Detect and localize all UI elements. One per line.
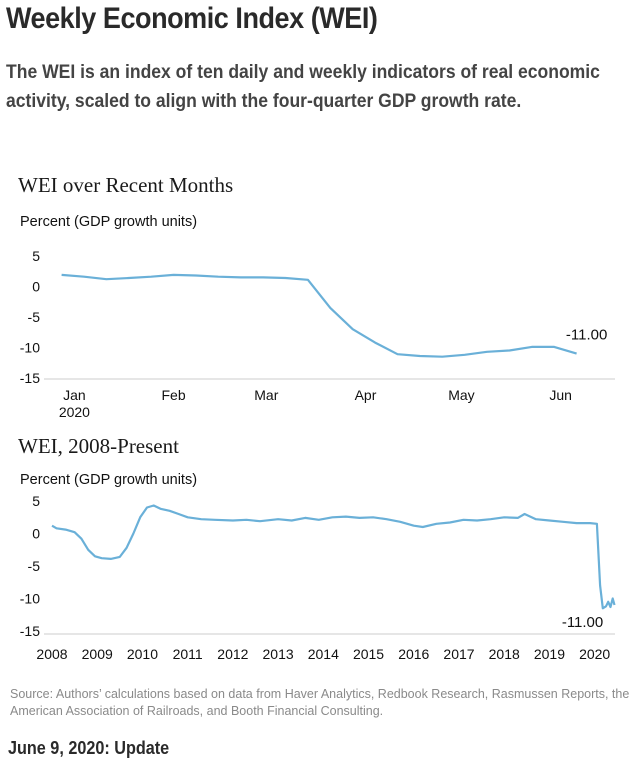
source-note: Source: Authors’ calculations based on d… — [10, 687, 630, 718]
x-tick-label: Jan — [63, 387, 86, 403]
x-tick-label: 2016 — [398, 646, 429, 662]
chart2-title: WEI, 2008-Present — [18, 434, 179, 458]
x-tick-label: 2011 — [173, 646, 203, 662]
y-tick-label: -15 — [20, 623, 40, 639]
page-title: Weekly Economic Index (WEI) — [6, 2, 378, 35]
x-tick-label: Mar — [254, 387, 278, 403]
y-tick-label: 0 — [32, 279, 40, 295]
chart1-ylabel: Percent (GDP growth units) — [20, 214, 198, 230]
series-line — [51, 504, 616, 610]
x-tick-label: Feb — [161, 387, 185, 403]
update-date: June 9, 2020: Update — [8, 738, 170, 758]
x-tick-label: Jun — [549, 387, 572, 403]
end-value-label: -11.00 — [562, 614, 603, 631]
chart2-ylabel: Percent (GDP growth units) — [20, 472, 198, 488]
x-tick-label: 2017 — [443, 646, 474, 662]
x-tick-label: 2009 — [82, 646, 113, 662]
x-tick-label: 2014 — [308, 646, 339, 662]
x-tick-label: May — [448, 387, 474, 403]
x-tick-label: 2012 — [217, 646, 248, 662]
x-tick-label: 2008 — [36, 646, 67, 662]
end-value-label: -11.00 — [566, 327, 607, 344]
x-tick-label: 2020 — [579, 646, 610, 662]
y-tick-label: -5 — [28, 558, 41, 574]
y-tick-label: 0 — [32, 526, 40, 542]
x-tick-label: Apr — [355, 387, 377, 403]
y-tick-label: -15 — [20, 370, 40, 386]
y-tick-label: 5 — [32, 248, 40, 264]
y-tick-label: -5 — [28, 309, 41, 325]
series-line — [61, 273, 577, 358]
chart2-2008-present: 5 0 -5 -10 -15 2008 2009 2010 2011 2012 2013 2014 20… — [20, 493, 616, 662]
x-tick-label: 2015 — [353, 646, 384, 662]
chart1-title: WEI over Recent Months — [18, 173, 234, 197]
x-tick-label: 2018 — [489, 646, 520, 662]
page-subtitle: The WEI is an index of ten daily and wee… — [6, 61, 600, 112]
y-tick-label: 5 — [32, 493, 40, 509]
x-tick-sublabel: 2020 — [59, 404, 90, 420]
y-tick-label: -10 — [20, 591, 40, 607]
x-tick-label: 2019 — [534, 646, 565, 662]
x-tick-label: 2013 — [263, 646, 294, 662]
x-tick-label: 2010 — [127, 646, 158, 662]
y-tick-label: -10 — [20, 340, 40, 356]
